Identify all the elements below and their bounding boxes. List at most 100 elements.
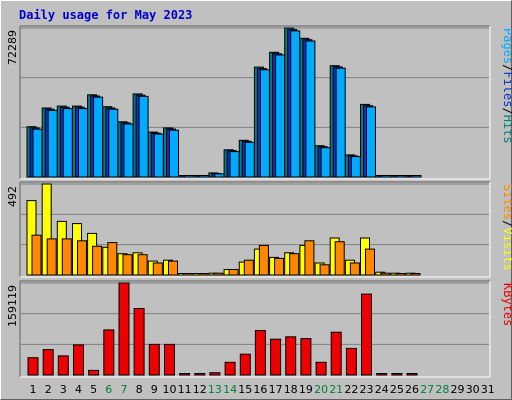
bar-pages-day-20 (320, 147, 331, 178)
bar-pages-day-22 (350, 156, 361, 178)
bar-pages-day-1 (32, 128, 43, 178)
bar-kbytes-day-17 (270, 338, 282, 376)
x-tick-label: 2 (45, 383, 52, 396)
x-tick-label: 23 (360, 383, 374, 396)
bar-kbytes-day-13 (209, 372, 221, 376)
x-tick-label: 6 (105, 383, 112, 396)
bar-kbytes-day-12 (194, 373, 206, 376)
legend-files: Files (501, 71, 512, 107)
series-legend-label: KBytes (501, 283, 512, 326)
bar-kbytes-day-22 (345, 347, 357, 376)
x-tick-label: 21 (329, 383, 343, 396)
max-value-label: 492 (6, 186, 19, 207)
bar-kbytes-day-14 (224, 361, 236, 376)
bar-kbytes-day-15 (239, 353, 251, 376)
series-sites (31, 234, 421, 276)
bar-kbytes-day-21 (330, 331, 342, 376)
x-tick-label: 16 (253, 383, 267, 396)
bar-sites-day-20 (319, 264, 330, 276)
x-tick-label: 10 (163, 383, 177, 396)
x-tick-label: 26 (405, 383, 419, 396)
bar-kbytes-day-3 (57, 355, 69, 376)
bar-pages-day-10 (169, 129, 179, 178)
bar-pages-day-18 (290, 30, 301, 178)
bar-kbytes-day-2 (42, 349, 54, 376)
bar-pages-day-3 (62, 108, 73, 178)
legend-hits: Hits (501, 115, 512, 144)
x-tick-label: 14 (223, 383, 237, 396)
x-tick-label: 25 (390, 383, 404, 396)
x-tick-label: 22 (344, 383, 358, 396)
bar-pages-day-5 (93, 96, 104, 178)
x-tick-label: 7 (121, 383, 128, 396)
chart-title: Daily usage for May 2023 (19, 8, 192, 22)
bar-pages-day-17 (275, 54, 286, 178)
bar-sites-day-7 (122, 254, 133, 276)
legend-pages: Pages (501, 28, 512, 64)
bar-sites-day-17 (274, 257, 285, 276)
legend-separator: / (501, 64, 512, 71)
x-axis-tick-labels: 1 2 3 4 5 6 7 8 9 10 11 12 13 14 15 16 17 18 19 20 21 22 23 24 2… (30, 383, 495, 396)
bar-pages-day-6 (108, 108, 119, 178)
bar-sites-day-18 (289, 253, 300, 276)
bar-kbytes-day-16 (254, 330, 266, 376)
bar-pages-day-25 (396, 175, 407, 178)
bar-kbytes-day-8 (133, 308, 145, 376)
x-tick-label: 9 (151, 383, 158, 396)
series-pages (32, 30, 422, 178)
x-tick-label: 3 (60, 383, 67, 396)
panel-visits-sites: 492 Sites/Visits (6, 181, 512, 278)
bar-kbytes-day-19 (300, 338, 312, 376)
bar-sites-day-19 (304, 240, 315, 276)
bar-kbytes-day-9 (148, 343, 160, 376)
bar-pages-day-9 (153, 133, 164, 178)
bar-sites-day-12 (198, 273, 209, 276)
bar-pages-day-4 (78, 108, 88, 178)
bar-sites-day-10 (168, 260, 178, 276)
bar-pages-day-21 (335, 67, 346, 178)
series-legend-label: Pages/Files/Hits (501, 28, 512, 144)
x-tick-label: 28 (435, 383, 449, 396)
bar-pages-day-23 (366, 106, 376, 178)
x-tick-label: 30 (466, 383, 480, 396)
x-tick-label: 31 (481, 383, 495, 396)
x-tick-label: 11 (178, 383, 192, 396)
bar-sites-day-25 (395, 273, 406, 276)
x-tick-label: 4 (75, 383, 82, 396)
bar-kbytes-day-20 (315, 361, 327, 376)
bar-sites-day-16 (258, 244, 269, 276)
bar-sites-day-15 (243, 259, 254, 276)
legend-separator: / (501, 107, 512, 114)
panel-kbytes: 159119 KBytes (6, 280, 512, 378)
bar-sites-day-24 (380, 272, 391, 276)
max-value-label: 159119 (6, 285, 19, 327)
bar-kbytes-day-6 (103, 329, 115, 376)
bar-pages-day-19 (305, 40, 316, 178)
x-tick-label: 24 (375, 383, 389, 396)
bar-sites-day-8 (137, 254, 148, 276)
x-tick-label: 20 (314, 383, 328, 396)
bar-kbytes-day-4 (73, 344, 84, 376)
legend-visits: Visits (501, 227, 512, 270)
bar-kbytes-day-26 (406, 373, 418, 376)
x-tick-label: 19 (299, 383, 313, 396)
bar-sites-day-22 (349, 262, 360, 276)
bar-pages-day-26 (411, 175, 422, 178)
bar-pages-day-13 (214, 173, 225, 178)
x-tick-label: 27 (420, 383, 434, 396)
bar-pages-day-15 (244, 141, 255, 178)
bar-sites-day-4 (77, 240, 87, 276)
chart-panels: 72289Pages/Files/Hits492Sites/Visits1591… (6, 25, 512, 378)
bar-kbytes-day-7 (118, 282, 130, 376)
bar-sites-day-1 (31, 234, 42, 276)
bar-pages-day-11 (184, 175, 195, 178)
x-tick-label: 8 (136, 383, 143, 396)
bar-sites-day-13 (213, 272, 224, 276)
series-kbytes (27, 282, 418, 376)
x-tick-label: 17 (269, 383, 283, 396)
bar-pages-day-2 (47, 109, 58, 178)
legend-kbytes: KBytes (501, 283, 512, 326)
x-tick-label: 12 (193, 383, 207, 396)
